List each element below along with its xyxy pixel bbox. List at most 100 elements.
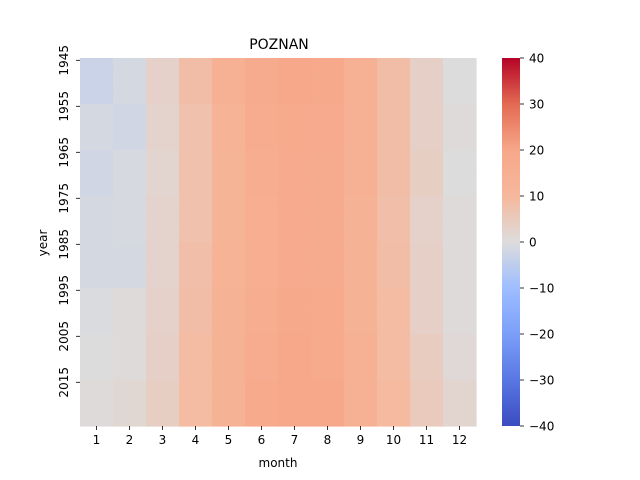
heatmap-cell <box>245 352 279 358</box>
heatmap-cell <box>311 237 345 243</box>
x-tick-label: 1 <box>93 433 101 447</box>
heatmap-cell <box>245 421 279 427</box>
heatmap-cell <box>443 85 477 91</box>
heatmap-cell <box>245 407 279 413</box>
heatmap-cell <box>80 246 114 252</box>
heatmap-cell <box>377 246 411 252</box>
heatmap-cell <box>443 136 477 142</box>
heatmap-cell <box>113 375 147 381</box>
heatmap-cell <box>377 306 411 312</box>
heatmap-cell <box>278 150 312 156</box>
heatmap-cell <box>146 232 180 238</box>
heatmap-cell <box>146 398 180 404</box>
heatmap-cell <box>410 343 444 349</box>
heatmap-cell <box>80 122 114 128</box>
heatmap-cell <box>278 329 312 335</box>
heatmap-cell <box>212 389 246 395</box>
heatmap-cell <box>80 209 114 215</box>
y-axis: 1945 1955 1965 1975 1985 1995 2005 2015 <box>57 45 80 398</box>
heatmap-cell <box>377 403 411 409</box>
heatmap-cell <box>179 177 213 183</box>
heatmap-cell <box>443 320 477 326</box>
heatmap-cell <box>278 154 312 160</box>
heatmap-cell <box>179 173 213 179</box>
heatmap-cell <box>80 403 114 409</box>
heatmap-cell <box>344 94 378 100</box>
heatmap-cell <box>278 182 312 188</box>
heatmap-cell <box>311 214 345 220</box>
heatmap-cell <box>179 76 213 82</box>
heatmap-cell <box>245 108 279 114</box>
colorbar-tick-label: −30 <box>529 374 554 388</box>
heatmap-cell <box>344 173 378 179</box>
heatmap-cell <box>278 196 312 202</box>
heatmap-cell <box>278 255 312 261</box>
heatmap-cell <box>113 384 147 390</box>
heatmap-cell <box>311 361 345 367</box>
heatmap-cell <box>113 398 147 404</box>
heatmap-cell <box>410 306 444 312</box>
heatmap-cell <box>377 127 411 133</box>
heatmap-cell <box>311 168 345 174</box>
heatmap-cell <box>146 94 180 100</box>
heatmap-cell <box>311 242 345 248</box>
heatmap-cell <box>344 177 378 183</box>
heatmap-cell <box>410 223 444 229</box>
heatmap-cell <box>146 237 180 243</box>
heatmap-cell <box>146 393 180 399</box>
heatmap-cell <box>146 274 180 280</box>
heatmap-cell <box>443 389 477 395</box>
heatmap-cell <box>245 292 279 298</box>
heatmap-cell <box>311 246 345 252</box>
heatmap-cell <box>212 228 246 234</box>
heatmap-cell <box>278 288 312 294</box>
heatmap-cell <box>146 90 180 96</box>
heatmap-cell <box>212 297 246 303</box>
heatmap-cell <box>278 334 312 340</box>
heatmap-cell <box>179 366 213 372</box>
heatmap-cell <box>179 384 213 390</box>
heatmap-cell <box>80 173 114 179</box>
heatmap-cell <box>146 223 180 229</box>
heatmap-cell <box>245 403 279 409</box>
heatmap-cell <box>245 237 279 243</box>
heatmap-cell <box>212 85 246 91</box>
heatmap-cell <box>113 209 147 215</box>
heatmap-cell <box>212 177 246 183</box>
heatmap-cell <box>80 62 114 68</box>
heatmap-cell <box>179 223 213 229</box>
heatmap-cell <box>80 94 114 100</box>
heatmap-cell <box>344 242 378 248</box>
heatmap-cell <box>113 67 147 73</box>
heatmap-cell <box>245 113 279 119</box>
heatmap-cell <box>443 117 477 123</box>
heatmap-cell <box>146 329 180 335</box>
heatmap-cell <box>377 209 411 215</box>
heatmap-cell <box>245 99 279 105</box>
heatmap-cell <box>344 361 378 367</box>
heatmap-cell <box>113 324 147 330</box>
heatmap-cell <box>146 117 180 123</box>
heatmap-cell <box>212 76 246 82</box>
heatmap-cell <box>311 145 345 151</box>
heatmap-cell <box>377 90 411 96</box>
heatmap-cell <box>113 352 147 358</box>
heatmap-cell <box>146 67 180 73</box>
heatmap-cell <box>344 398 378 404</box>
heatmap-cell <box>443 393 477 399</box>
heatmap-cell <box>443 269 477 275</box>
heatmap-cell <box>245 209 279 215</box>
heatmap-cell <box>410 361 444 367</box>
heatmap-cell <box>146 85 180 91</box>
heatmap-cell <box>377 398 411 404</box>
heatmap-cell <box>212 343 246 349</box>
heatmap-cell <box>278 140 312 146</box>
heatmap-cell <box>212 255 246 261</box>
heatmap-cell <box>410 255 444 261</box>
heatmap-cell <box>113 421 147 427</box>
heatmap-cell <box>179 159 213 165</box>
heatmap-cell <box>443 99 477 105</box>
heatmap-cell <box>212 99 246 105</box>
heatmap-cell <box>311 274 345 280</box>
